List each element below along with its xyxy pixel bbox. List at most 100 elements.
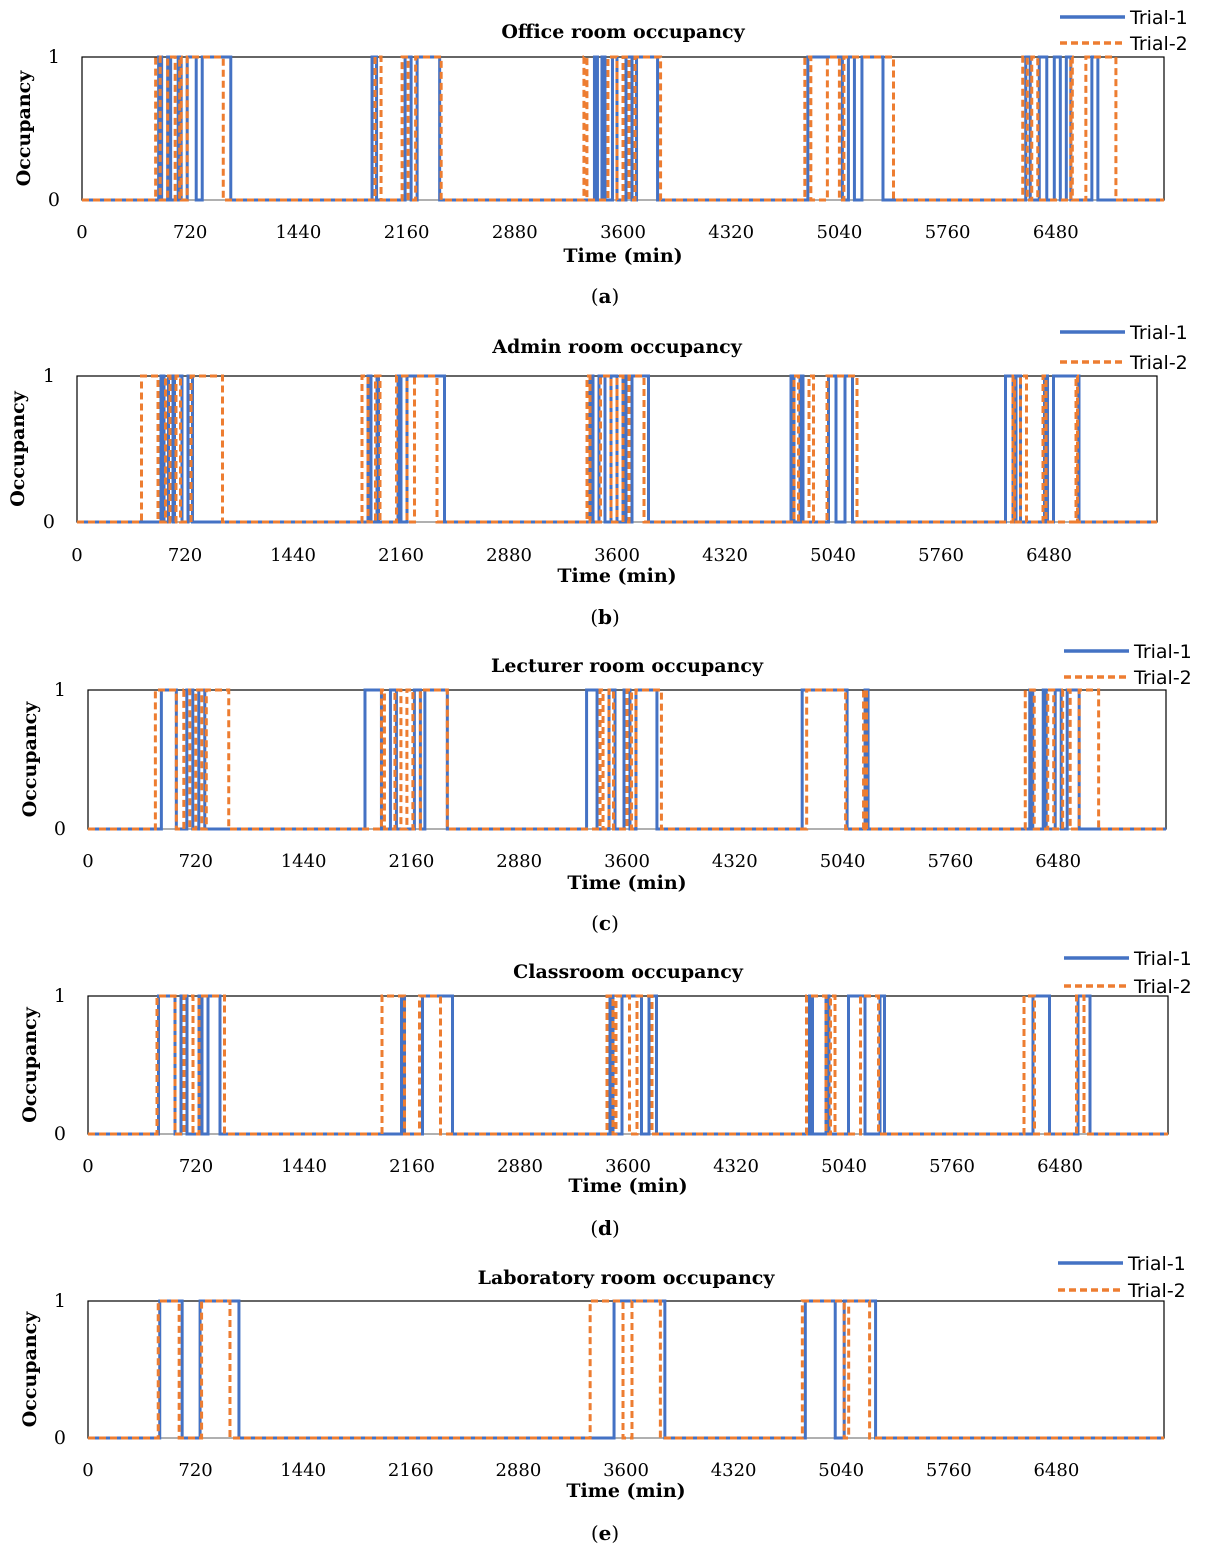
chart-title: Lecturer room occupancy [491,655,764,677]
series-line-trial-2 [88,688,1166,831]
x-tick-label: 2160 [389,1156,435,1177]
x-tick-label: 3600 [600,222,646,243]
x-axis-label: Time (min) [567,872,686,894]
x-tick-label: 1440 [275,222,321,243]
legend-label: Trial-1 [1129,7,1188,29]
x-tick-label: 0 [82,851,93,872]
x-tick-label: 2160 [384,222,430,243]
x-tick-label: 5760 [929,1156,975,1177]
panel-label: (c) [591,911,619,935]
x-tick-label: 2880 [495,1460,541,1481]
x-tick-label: 6480 [1033,1460,1079,1481]
legend-label: Trial-2 [1129,33,1188,55]
x-axis-label: Time (min) [568,1175,687,1197]
y-tick-label: 0 [48,189,60,211]
y-tick-label: 0 [54,818,66,840]
x-tick-label: 5040 [821,1156,867,1177]
x-tick-label: 3600 [603,1460,649,1481]
chart-title: Classroom occupancy [513,961,744,983]
y-axis-label: Occupancy [19,1311,41,1427]
x-tick-label: 4320 [713,1156,759,1177]
x-tick-label: 2880 [486,545,532,566]
x-tick-label: 2160 [388,851,434,872]
legend-label: Trial-1 [1133,948,1192,970]
x-tick-label: 0 [82,1460,93,1481]
x-axis-label: Time (min) [557,565,676,587]
x-tick-label: 2160 [378,545,424,566]
x-tick-label: 720 [173,222,207,243]
y-axis-label: Occupancy [13,70,35,186]
y-tick-label: 1 [54,1290,66,1312]
x-axis-label: Time (min) [563,245,682,267]
plot-frame [87,1300,1165,1439]
x-tick-label: 720 [178,1460,212,1481]
series-line-trial-2 [88,1299,1164,1440]
series-line-trial-2 [88,994,1168,1136]
series-line-trial-2 [82,55,1164,202]
series-line-trial-2 [77,374,1157,524]
x-tick-label: 720 [168,545,202,566]
chart-title: Admin room occupancy [491,336,742,358]
x-tick-label: 6480 [1033,222,1079,243]
panel-label: (d) [590,1216,620,1240]
x-tick-label: 4320 [702,545,748,566]
series-line-trial-1 [88,1299,1164,1440]
y-axis-label: Occupancy [19,1006,41,1122]
y-tick-label: 1 [48,46,60,68]
x-tick-label: 1440 [281,1156,327,1177]
x-tick-label: 5760 [927,851,973,872]
x-tick-label: 5040 [816,222,862,243]
panel-label: (e) [591,1521,619,1545]
legend-label: Trial-2 [1129,352,1188,374]
legend: Trial-1 Trial-2 [1060,7,1188,55]
legend-label: Trial-2 [1127,1280,1186,1302]
legend: Trial-1 Trial-2 [1058,1253,1186,1302]
panel-label: (a) [591,284,620,308]
series-line-trial-1 [88,994,1168,1136]
chart-panel-b: Admin room occupancy 0 720 1440 2160 2880 3600… [7,322,1188,629]
x-tick-label: 2160 [388,1460,434,1481]
legend-label: Trial-1 [1127,1253,1186,1275]
x-tick-label: 5760 [926,1460,972,1481]
x-tick-label: 0 [76,222,87,243]
y-tick-label: 1 [43,365,55,387]
legend-label: Trial-1 [1133,641,1192,663]
legend-label: Trial-2 [1133,976,1192,998]
x-axis-label: Time (min) [566,1480,685,1502]
x-tick-label: 6480 [1035,851,1081,872]
legend: Trial-1 Trial-2 [1060,322,1188,374]
x-tick-label: 1440 [281,851,327,872]
chart-title: Laboratory room occupancy [478,1267,776,1289]
x-tick-label: 0 [82,1156,93,1177]
x-tick-label: 3600 [605,1156,651,1177]
chart-panel-d: Classroom occupancy 0 720 1440 2160 2880 3600 4… [19,948,1192,1240]
y-axis-label: Occupancy [7,390,29,506]
x-tick-label: 5760 [918,545,964,566]
x-tick-label: 2880 [497,1156,543,1177]
chart-panel-a: Office room occupancy 0 720 1440 2160 2880 360… [13,7,1188,308]
y-axis-label: Occupancy [19,701,41,817]
legend-label: Trial-2 [1133,667,1192,689]
y-tick-label: 0 [54,1427,66,1449]
x-tick-label: 5040 [810,545,856,566]
chart-panel-c: Lecturer room occupancy 0 720 1440 2160 2880 3… [19,641,1192,935]
legend: Trial-1 Trial-2 [1064,948,1192,998]
x-tick-label: 4320 [708,222,754,243]
x-tick-label: 3600 [604,851,650,872]
x-tick-label: 2880 [496,851,542,872]
y-tick-label: 0 [54,1123,66,1145]
chart-panel-e: Laboratory room occupancy 0 720 1440 2160 288… [19,1253,1186,1545]
x-tick-label: 720 [179,1156,213,1177]
y-tick-label: 0 [43,511,55,533]
y-tick-label: 1 [54,679,66,701]
x-tick-label: 2880 [492,222,538,243]
x-tick-label: 4320 [711,1460,757,1481]
x-tick-label: 720 [179,851,213,872]
x-tick-label: 5040 [818,1460,864,1481]
chart-title: Office room occupancy [501,21,745,43]
x-tick-label: 1440 [270,545,316,566]
x-tick-label: 4320 [712,851,758,872]
x-tick-label: 1440 [280,1460,326,1481]
